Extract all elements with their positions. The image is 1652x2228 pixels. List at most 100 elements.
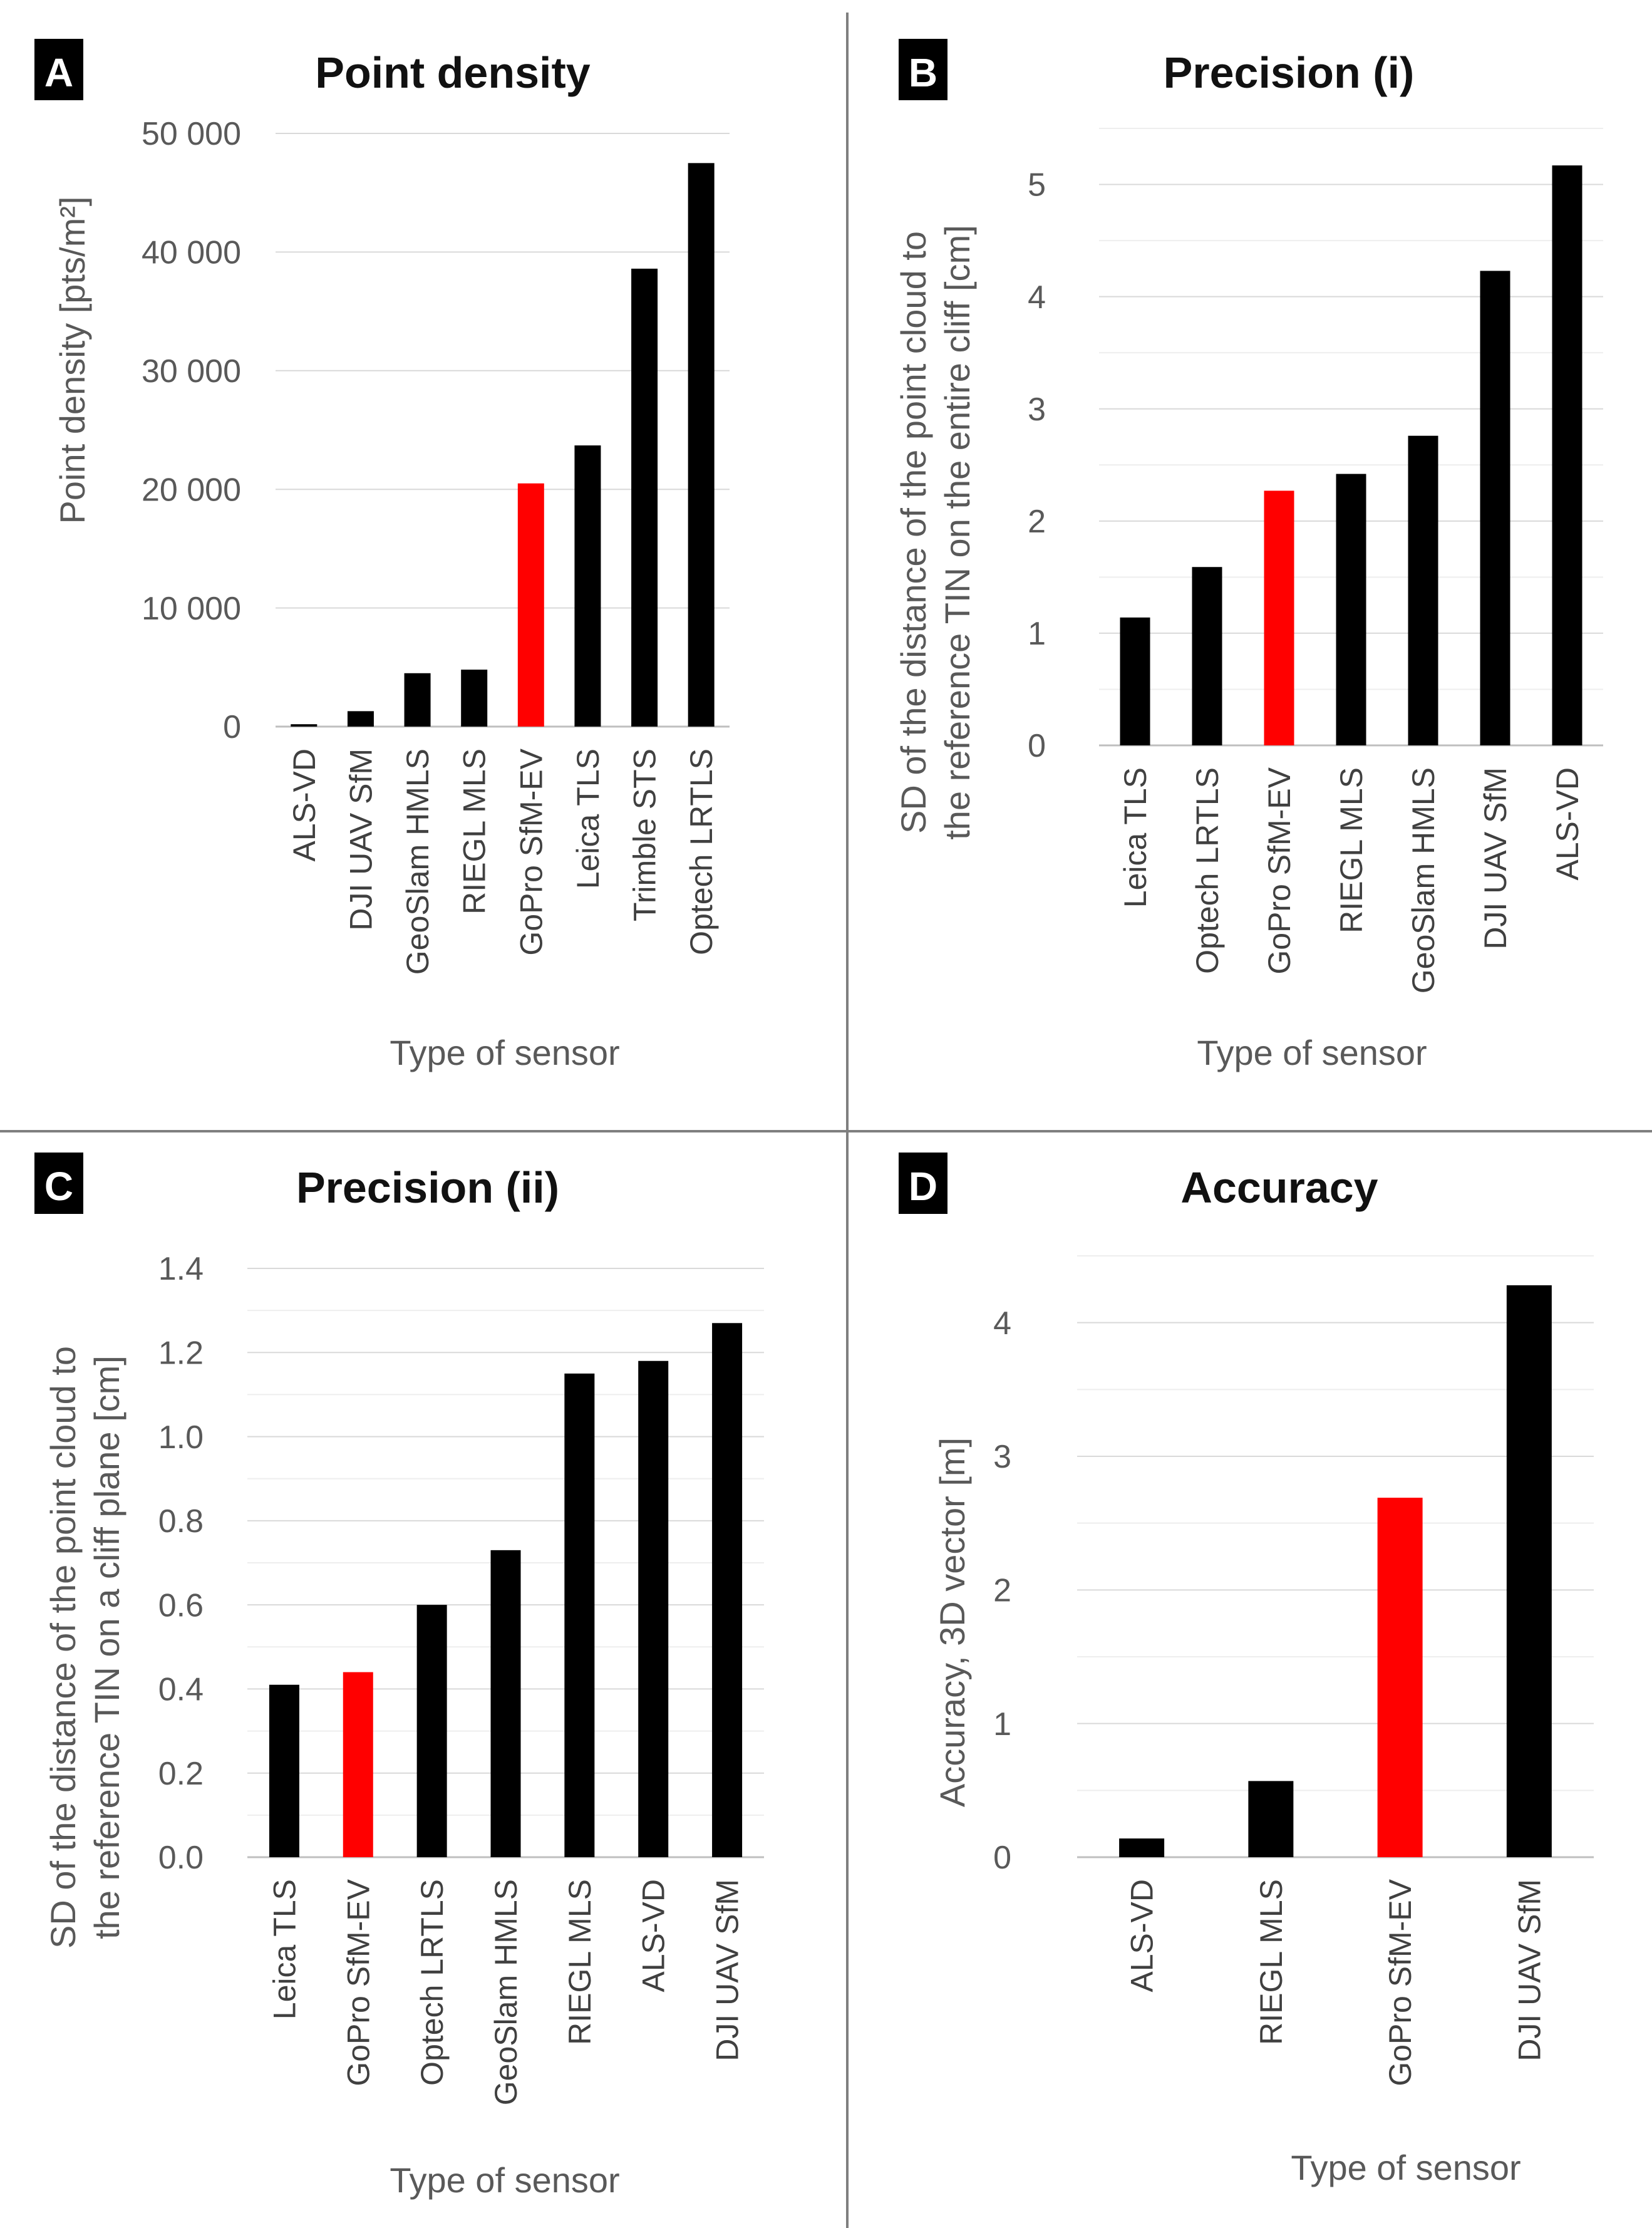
panel-letter: B xyxy=(909,50,937,95)
y-tick-label: 0 xyxy=(223,709,241,745)
y-tick-label: 4 xyxy=(1028,279,1046,316)
bar xyxy=(1120,617,1150,745)
y-tick-label: 1 xyxy=(1028,616,1046,652)
panel-badge xyxy=(34,39,83,100)
chart-title: Precision (i) xyxy=(1164,48,1415,97)
x-tick-label: RIEGL MLS xyxy=(1254,1879,1289,2045)
bar xyxy=(638,1360,669,1857)
panel-badge xyxy=(899,1153,947,1214)
y-tick-label: 4 xyxy=(993,1305,1011,1342)
x-tick-label: Optech LRTLS xyxy=(1190,767,1225,974)
y-axis-label-line-2: the reference TIN on a cliff plane [cm] xyxy=(87,1355,126,1939)
y-tick-label: 2 xyxy=(1028,504,1046,540)
bar xyxy=(1336,474,1366,745)
bar xyxy=(404,673,431,727)
y-tick-label: 1.0 xyxy=(158,1419,204,1456)
x-tick-label: Leica TLS xyxy=(267,1879,302,2019)
y-tick-label: 40 000 xyxy=(142,235,241,271)
y-tick-label: 1 xyxy=(993,1706,1011,1743)
y-tick-label: 3 xyxy=(1028,391,1046,428)
y-tick-label: 10 000 xyxy=(142,591,241,627)
panel-letter: C xyxy=(44,1164,73,1209)
bar xyxy=(416,1605,447,1857)
panel-letter: A xyxy=(44,50,73,95)
y-tick-label: 0.0 xyxy=(158,1840,204,1876)
x-tick-label: DJI UAV SfM xyxy=(343,749,378,931)
panel-c-chart: C Precision (ii) SD of the distance of t… xyxy=(34,1153,764,2200)
y-tick-label: 50 000 xyxy=(142,116,241,152)
x-axis-label: Type of sensor xyxy=(1291,2148,1520,2187)
y-tick-label: 0.2 xyxy=(158,1756,204,1792)
x-axis-label: Type of sensor xyxy=(390,1033,619,1072)
bar xyxy=(490,1550,521,1857)
x-tick-label: GeoSlam HMLS xyxy=(1406,767,1441,993)
x-tick-label: Optech LRTLS xyxy=(684,749,719,955)
bar xyxy=(1264,490,1294,745)
x-tick-label: DJI UAV SfM xyxy=(1478,767,1513,950)
x-tick-label: RIEGL MLS xyxy=(562,1879,597,2045)
y-axis-label: Accuracy, 3D vector [m] xyxy=(932,1438,972,1807)
x-tick-label: GeoSlam HMLS xyxy=(488,1879,524,2105)
chart-title: Point density xyxy=(315,48,591,97)
y-tick-label: 0.8 xyxy=(158,1503,204,1540)
x-tick-label: Leica TLS xyxy=(570,749,606,889)
bar xyxy=(574,445,601,727)
y-tick-label: 5 xyxy=(1028,167,1046,204)
bar xyxy=(712,1323,743,1857)
y-tick-label: 3 xyxy=(993,1439,1011,1475)
y-axis-label-line-2: the reference TIN on the entire cliff [c… xyxy=(937,225,977,840)
panel-b-chart: B Precision (i) SD of the distance of th… xyxy=(894,39,1603,1072)
x-tick-label: Leica TLS xyxy=(1118,767,1153,908)
x-tick-label: ALS-VD xyxy=(636,1879,671,1992)
x-axis-label: Type of sensor xyxy=(390,2160,619,2200)
bar xyxy=(1480,271,1510,746)
y-tick-label: 1.2 xyxy=(158,1335,204,1371)
panel-d-chart: D Accuracy Accuracy, 3D vector [m] Type … xyxy=(899,1153,1594,2187)
x-tick-label: ALS-VD xyxy=(1125,1879,1160,1992)
chart-title: Precision (ii) xyxy=(296,1163,559,1212)
bar xyxy=(269,1684,299,1857)
x-tick-label: ALS-VD xyxy=(287,749,322,862)
y-tick-label: 0 xyxy=(993,1840,1011,1876)
y-tick-label: 2 xyxy=(993,1573,1011,1609)
x-tick-label: Trimble STS xyxy=(627,749,663,921)
y-axis-label: Point density [pts/m²] xyxy=(53,197,92,524)
y-tick-label: 20 000 xyxy=(142,472,241,508)
x-axis-label: Type of sensor xyxy=(1197,1033,1427,1072)
panel-badge xyxy=(34,1153,83,1214)
x-tick-label: DJI UAV SfM xyxy=(1512,1879,1547,2061)
y-tick-label: 0.6 xyxy=(158,1587,204,1624)
y-tick-label: 0.4 xyxy=(158,1672,204,1708)
bar xyxy=(461,670,488,727)
bar xyxy=(347,711,374,727)
chart-title: Accuracy xyxy=(1180,1163,1378,1212)
x-tick-label: GoPro SfM-EV xyxy=(514,748,549,955)
x-tick-label: Optech LRTLS xyxy=(415,1879,450,2086)
x-tick-label: DJI UAV SfM xyxy=(710,1879,745,2061)
y-tick-label: 0 xyxy=(1028,728,1046,764)
bar xyxy=(1552,165,1582,746)
bar xyxy=(291,724,317,727)
x-tick-label: GeoSlam HMLS xyxy=(400,749,435,975)
x-tick-label: ALS-VD xyxy=(1550,767,1585,881)
y-axis-label-line-1: SD of the distance of the point cloud to xyxy=(43,1346,83,1949)
bar xyxy=(688,163,715,727)
x-tick-label: GoPro SfM-EV xyxy=(1262,767,1297,974)
bar xyxy=(1506,1285,1552,1857)
panel-letter: D xyxy=(909,1164,937,1209)
x-tick-label: RIEGL MLS xyxy=(457,749,492,915)
y-tick-label: 1.4 xyxy=(158,1251,204,1287)
panel-badge xyxy=(899,39,947,100)
panel-a-chart: A Point density Point density [pts/m²] T… xyxy=(34,39,730,1072)
bar xyxy=(1408,435,1438,745)
x-tick-label: RIEGL MLS xyxy=(1334,767,1369,933)
bar xyxy=(1377,1498,1423,1857)
y-axis-label-line-1: SD of the distance of the point cloud to xyxy=(894,231,933,834)
bar xyxy=(1119,1838,1165,1857)
bar xyxy=(564,1373,595,1857)
bar xyxy=(1192,567,1222,745)
y-tick-label: 30 000 xyxy=(142,353,241,390)
bar xyxy=(631,268,658,727)
x-tick-label: GoPro SfM-EV xyxy=(1383,1878,1418,2086)
